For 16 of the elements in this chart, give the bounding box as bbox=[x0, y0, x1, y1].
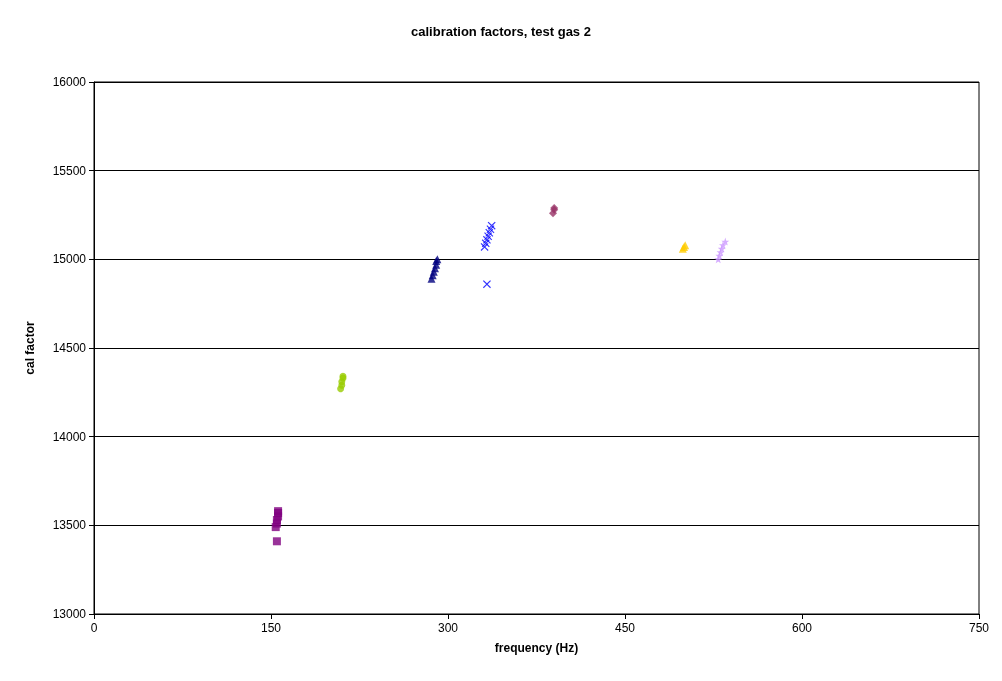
x-tick-label: 300 bbox=[437, 621, 459, 635]
y-tick-label: 15000 bbox=[52, 252, 87, 267]
x-tick-label: 150 bbox=[260, 621, 282, 635]
y-tick-label: 14500 bbox=[52, 341, 87, 355]
y-tick-label: 15500 bbox=[52, 163, 87, 178]
y-tick-label: 13000 bbox=[52, 607, 87, 621]
x-tick-label: 450 bbox=[614, 621, 636, 635]
x-tick-label: 600 bbox=[791, 621, 813, 635]
y-axis-title: cal factor bbox=[23, 320, 37, 375]
x-axis-title: frequency (Hz) bbox=[494, 641, 579, 655]
x-tick-label: 750 bbox=[968, 621, 990, 635]
chart-title: calibration factors, test gas 2 bbox=[411, 24, 591, 39]
y-tick-label: 13500 bbox=[52, 518, 87, 533]
x-tick-label: 0 bbox=[90, 621, 98, 635]
y-tick-label: 16000 bbox=[52, 75, 87, 89]
y-tick-label: 14000 bbox=[52, 429, 87, 444]
